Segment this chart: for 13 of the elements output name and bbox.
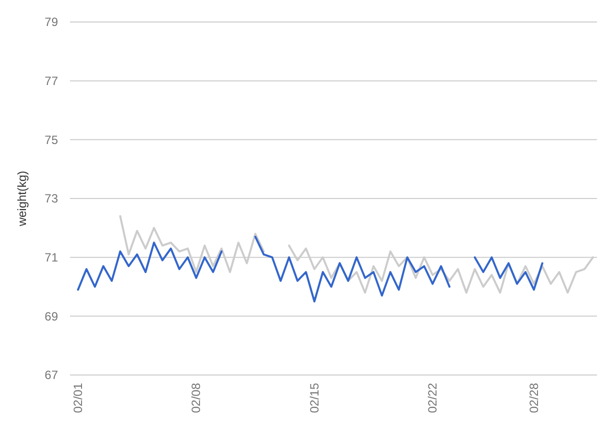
x-tick-label: 02/28 — [526, 382, 541, 414]
y-tick-label: 69 — [44, 309, 58, 324]
x-tick-label: 02/22 — [426, 382, 440, 414]
y-tick-label: 67 — [44, 368, 58, 382]
y-tick-label: 73 — [44, 192, 58, 206]
x-tick-label: 02/08 — [189, 382, 204, 414]
y-tick-label: 71 — [44, 250, 58, 265]
x-tick-label: 02/15 — [307, 382, 322, 414]
y-tick-label: 75 — [44, 132, 58, 147]
y-axis-title: weight(kg) — [15, 170, 29, 228]
y-tick-label: 77 — [44, 74, 58, 88]
y-tick-label: 79 — [44, 15, 58, 30]
x-tick-label: 02/01 — [71, 382, 85, 414]
